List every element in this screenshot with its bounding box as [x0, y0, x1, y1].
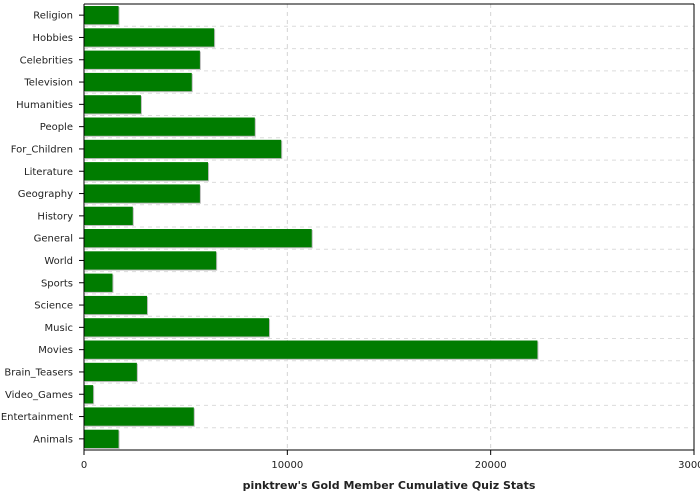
y-tick-label: World — [44, 256, 73, 267]
bar — [84, 385, 94, 404]
bar — [84, 229, 312, 248]
y-tick-label: Brain_Teasers — [4, 367, 73, 378]
y-tick-label: Hobbies — [33, 33, 73, 44]
bar — [84, 429, 119, 448]
bar — [84, 6, 119, 25]
y-tick-label: Music — [45, 323, 73, 334]
x-tick-label: 10000 — [271, 460, 303, 471]
bar — [84, 184, 200, 203]
y-tick-label: Literature — [24, 167, 73, 178]
y-tick-label: Religion — [33, 11, 73, 22]
axis-layer: Religion Hobbies Celebrities Television Huma… — [1, 3, 700, 471]
y-tick-label: Animals — [33, 434, 73, 445]
x-tick-label: 20000 — [475, 460, 507, 471]
bar — [84, 362, 137, 382]
y-tick-label: Celebrities — [20, 55, 73, 66]
x-tick-label: 0 — [81, 460, 87, 471]
y-tick-label: Geography — [18, 189, 73, 200]
y-tick-label: Television — [23, 78, 73, 89]
bar — [84, 50, 200, 69]
bar — [84, 162, 209, 181]
y-tick-label: Movies — [38, 345, 73, 356]
grid-layer — [84, 4, 695, 450]
y-tick-label: Science — [34, 301, 73, 312]
bar — [84, 407, 194, 426]
bar — [84, 340, 538, 359]
bar — [84, 273, 113, 292]
y-tick-label: Video_Games — [5, 390, 73, 401]
bar — [84, 95, 141, 114]
bar — [84, 318, 270, 337]
y-tick-label: Humanities — [16, 100, 73, 111]
bar — [84, 72, 192, 92]
y-tick-label: For_Children — [11, 144, 73, 155]
bar — [84, 251, 217, 270]
y-tick-label: Entertainment — [1, 412, 73, 423]
y-tick-label: People — [40, 122, 73, 133]
bar-layer — [84, 6, 539, 449]
y-tick-label: Sports — [41, 278, 73, 289]
bar — [84, 206, 133, 225]
bar — [84, 139, 282, 159]
y-tick-label: General — [34, 234, 73, 245]
x-tick-label: 30000 — [678, 460, 700, 471]
y-tick-label: History — [37, 211, 73, 222]
bar — [84, 295, 148, 315]
x-axis-title: pinktrew's Gold Member Cumulative Quiz S… — [243, 479, 536, 492]
bar — [84, 117, 255, 136]
bar — [84, 28, 215, 47]
